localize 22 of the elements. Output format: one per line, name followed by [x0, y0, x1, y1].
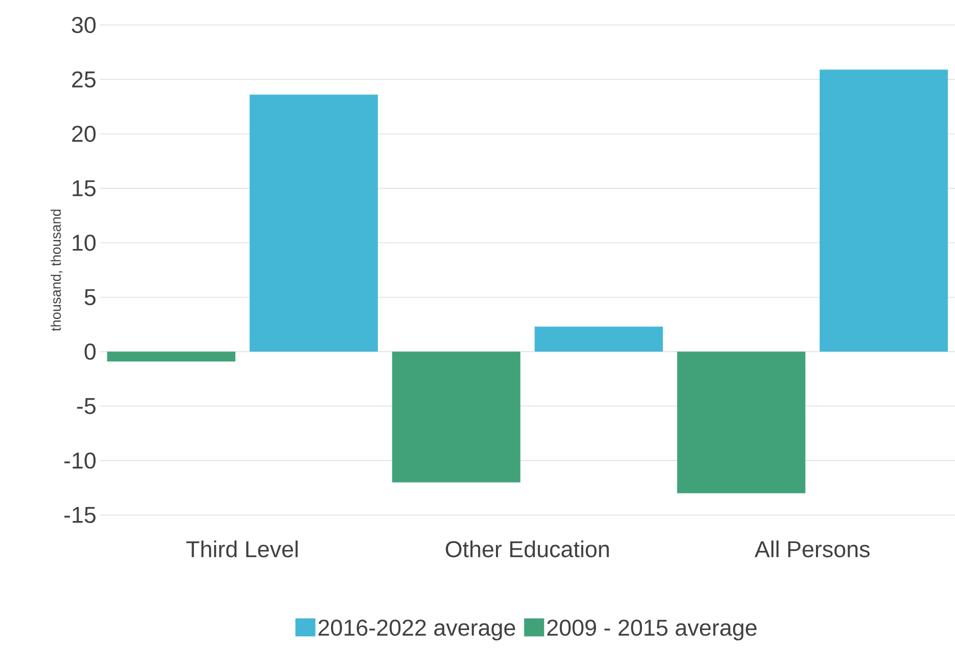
- y-tick-label: -5: [77, 398, 96, 414]
- legend-label: 2009 - 2015 average: [547, 620, 757, 640]
- x-tick-label: Third Level: [186, 540, 298, 558]
- y-tick-label: -10: [64, 452, 96, 469]
- bar: [392, 352, 520, 482]
- bar: [534, 326, 663, 352]
- bar: [107, 352, 236, 362]
- y-tick-label: 5: [84, 289, 96, 306]
- bar: [677, 352, 806, 494]
- bar: [250, 94, 378, 352]
- y-tick-label: 25: [72, 71, 96, 88]
- legend-label: 2016-2022 average: [318, 620, 516, 640]
- y-tick-label: 20: [72, 126, 96, 142]
- x-tick-label: All Persons: [754, 540, 870, 558]
- bar: [820, 70, 948, 352]
- y-axis-title: thousand, thousand: [50, 210, 63, 332]
- y-tick-label: 0: [84, 344, 96, 360]
- y-tick-label: -15: [64, 507, 96, 523]
- y-tick-label: 30: [72, 16, 96, 34]
- x-tick-label: Other Education: [446, 540, 609, 558]
- y-tick-label: 15: [72, 180, 96, 196]
- y-tick-label: 10: [72, 234, 96, 251]
